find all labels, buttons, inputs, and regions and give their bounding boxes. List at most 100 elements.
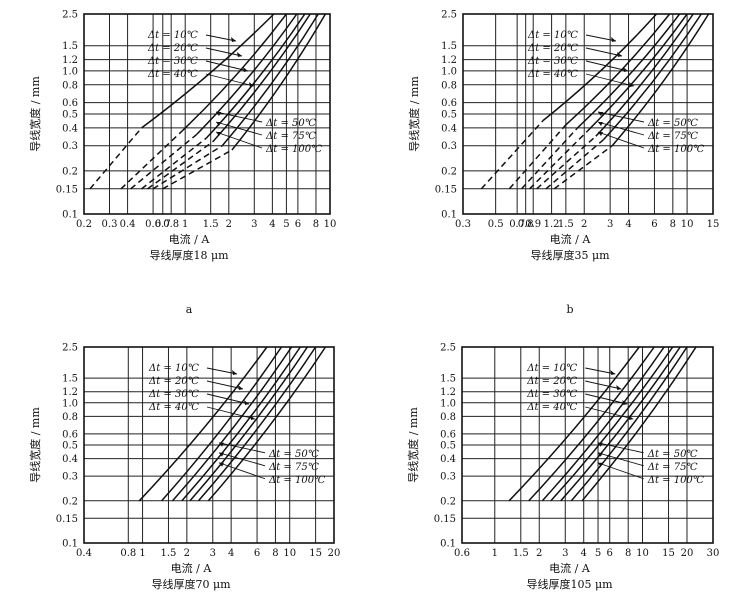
series-line bbox=[197, 347, 317, 502]
series-line bbox=[231, 14, 327, 151]
x-tick-label: 1 bbox=[139, 548, 145, 559]
x-tick-label: 2 bbox=[184, 548, 190, 559]
annotation-leader bbox=[218, 442, 266, 454]
series-annotation: Δt = 40℃ bbox=[526, 402, 577, 413]
series-line bbox=[196, 14, 298, 135]
y-tick-label: 0.2 bbox=[440, 496, 456, 507]
y-axis-label: 导线宽度 / mm bbox=[28, 407, 42, 483]
y-tick-label: 1.5 bbox=[62, 41, 78, 52]
series-line bbox=[541, 347, 665, 502]
series-annotation: Δt = 40℃ bbox=[148, 402, 199, 413]
x-axis-label: 电流 / A bbox=[550, 232, 592, 246]
chart-panel: 0.6 1 1.5 2 3 4 5 6 8 10 15 20 30 0.1 0.15 0.2 0.3 0.4 0.5… bbox=[406, 343, 719, 592]
y-tick-label: 1.0 bbox=[62, 66, 78, 77]
arrowhead-icon bbox=[219, 452, 224, 457]
x-tick-label: 20 bbox=[328, 548, 341, 559]
series-line bbox=[181, 347, 301, 502]
x-tick-label: 10 bbox=[636, 548, 649, 559]
series-annotation: Δt = 30℃ bbox=[148, 389, 199, 400]
series-line bbox=[221, 14, 319, 147]
y-tick-label: 1.0 bbox=[62, 398, 78, 409]
y-tick-label: 1.0 bbox=[441, 66, 457, 77]
annotation-leader bbox=[585, 73, 635, 87]
x-tick-label: 15 bbox=[662, 548, 675, 559]
arrowhead-icon bbox=[248, 82, 254, 87]
series-annotation: Δt = 10℃ bbox=[147, 30, 198, 41]
series-annotation: Δt = 20℃ bbox=[527, 43, 578, 54]
panel-label: a bbox=[186, 303, 193, 316]
x-tick-label: 1 bbox=[492, 548, 498, 559]
arrowhead-icon bbox=[617, 52, 622, 57]
y-tick-label: 0.6 bbox=[441, 98, 457, 109]
series-line-dashed bbox=[89, 127, 143, 190]
y-tick-label: 0.5 bbox=[62, 110, 78, 121]
x-tick-label: 0.5 bbox=[488, 219, 504, 230]
y-tick-label: 1.2 bbox=[441, 55, 457, 66]
x-tick-label: 0.7 bbox=[509, 219, 525, 230]
plot-frame bbox=[462, 13, 714, 215]
plot-frame bbox=[83, 13, 331, 215]
chart-caption: 导线厚度105 μm bbox=[526, 577, 613, 591]
x-tick-label: 0.8 bbox=[163, 219, 179, 230]
annotation-leader bbox=[597, 121, 645, 136]
y-tick-label: 0.15 bbox=[56, 514, 78, 525]
arrowhead-icon bbox=[597, 452, 603, 457]
y-tick-label: 0.15 bbox=[434, 514, 456, 525]
series-line-dashed bbox=[130, 133, 198, 190]
series-annotation: Δt = 20℃ bbox=[148, 376, 199, 387]
chart-caption: 导线厚度35 μm bbox=[530, 248, 610, 262]
x-tick-label: 1.2 bbox=[544, 219, 560, 230]
series-line bbox=[586, 14, 688, 132]
x-tick-label: 6 bbox=[295, 219, 301, 230]
series-line bbox=[508, 347, 640, 502]
x-tick-label: 8 bbox=[313, 219, 319, 230]
arrowhead-icon bbox=[216, 132, 222, 136]
x-tick-label: 30 bbox=[707, 548, 720, 559]
y-tick-label: 0.2 bbox=[441, 166, 457, 177]
x-tick-label: 0.3 bbox=[102, 219, 118, 230]
y-tick-label: 1.2 bbox=[440, 387, 456, 398]
y-tick-label: 0.4 bbox=[62, 123, 78, 134]
y-tick-label: 0.6 bbox=[62, 429, 78, 440]
arrowhead-icon bbox=[611, 37, 616, 42]
x-tick-label: 0.2 bbox=[76, 219, 92, 230]
y-tick-label: 2.5 bbox=[62, 343, 78, 354]
x-tick-label: 4 bbox=[581, 548, 587, 559]
y-tick-label: 0.1 bbox=[440, 539, 456, 550]
y-axis-label: 导线宽度 / mm bbox=[407, 76, 421, 152]
y-tick-label: 0.8 bbox=[62, 412, 78, 423]
chart-panel: 0.4 0.8 1 1.5 2 3 4 6 8 10 15 200.10.150.20.30.40.5… bbox=[28, 343, 340, 592]
y-tick-label: 0.15 bbox=[435, 184, 457, 195]
series-line bbox=[581, 347, 697, 502]
arrowhead-icon bbox=[629, 82, 634, 87]
series-line bbox=[542, 14, 658, 122]
arrowhead-icon bbox=[610, 370, 616, 375]
series-group bbox=[480, 14, 710, 190]
y-tick-label: 0.6 bbox=[440, 429, 456, 440]
annotation-leader bbox=[206, 367, 238, 375]
series-annotation: Δt = 75℃ bbox=[268, 462, 319, 473]
chart-panel: 0.2 0.3 0.4 0.60.70.8 1 1.5 2 3 4 5 6 8 100.10.150.2… bbox=[28, 10, 336, 317]
y-tick-label: 0.8 bbox=[440, 412, 456, 423]
annotation-leader bbox=[585, 60, 629, 72]
y-tick-label: 0.3 bbox=[62, 472, 78, 483]
y-tick-label: 1.0 bbox=[440, 398, 456, 409]
series-annotation: Δt = 50℃ bbox=[265, 118, 316, 129]
y-tick-label: 0.5 bbox=[62, 441, 78, 452]
x-tick-label: 1.5 bbox=[513, 548, 529, 559]
series-line-dashed bbox=[508, 124, 567, 190]
arrowhead-icon bbox=[242, 67, 248, 72]
series-annotation: Δt = 75℃ bbox=[265, 131, 316, 142]
y-tick-label: 0.1 bbox=[441, 210, 457, 221]
arrowhead-icon bbox=[238, 385, 243, 390]
x-tick-label: 6 bbox=[607, 548, 613, 559]
x-tick-label: 2 bbox=[536, 548, 542, 559]
chart-panel: 0.3 0.5 0.70.80.9 1.21.5 2 3 4 6 8 10 150.10.150.2… bbox=[407, 10, 719, 317]
y-tick-label: 0.4 bbox=[62, 454, 78, 465]
annotation-leader bbox=[597, 442, 644, 454]
arrowhead-icon bbox=[236, 52, 242, 57]
x-tick-label: 8 bbox=[670, 219, 676, 230]
arrowhead-icon bbox=[598, 112, 603, 116]
series-line-dashed bbox=[480, 119, 544, 190]
annotation-leader bbox=[585, 47, 623, 57]
